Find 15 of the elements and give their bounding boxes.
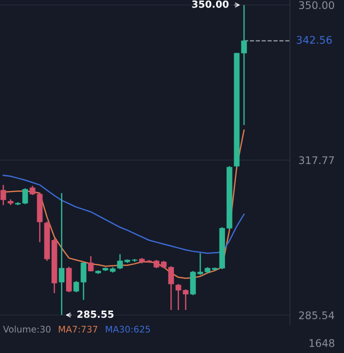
candlestick xyxy=(58,192,64,316)
y-tick-label: 350.00 xyxy=(299,1,334,10)
candlestick xyxy=(0,184,6,206)
annotation: 285.55 xyxy=(77,310,114,318)
text: 1648 xyxy=(310,339,334,348)
annotation: 350.00 xyxy=(192,0,229,8)
text: MA7:737 xyxy=(58,326,98,333)
y-tick-label: 285.54 xyxy=(299,311,334,320)
line-series xyxy=(2,174,245,254)
y-tick-label: 317.77 xyxy=(299,156,334,164)
candlestick xyxy=(88,256,94,272)
text: MA30:625 xyxy=(106,326,150,333)
text: Volume:30 xyxy=(3,326,51,333)
ref-line-label: 342.56 xyxy=(296,36,332,44)
candlestick xyxy=(66,266,72,293)
